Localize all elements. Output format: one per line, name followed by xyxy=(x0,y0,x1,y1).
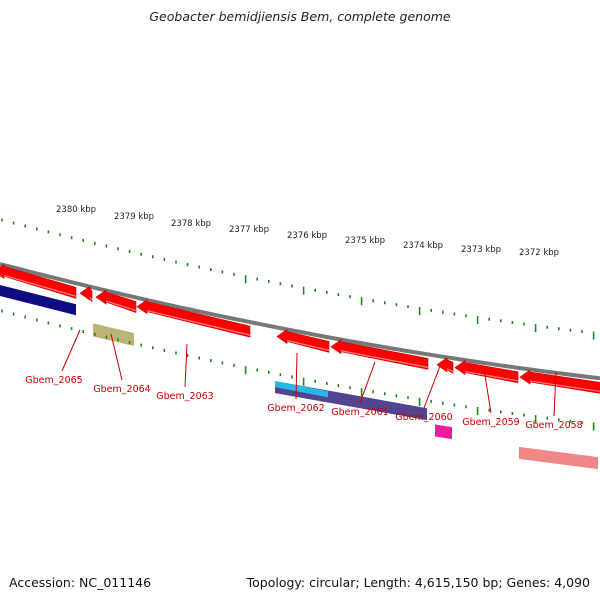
gene-arrow-shade xyxy=(3,274,77,297)
gene-label: Gbem_2062 xyxy=(267,403,324,414)
genome-summary: Topology: circular; Length: 4,615,150 bp… xyxy=(246,575,590,590)
gene-label-leader xyxy=(359,361,376,404)
scale-label: 2379 kbp xyxy=(114,212,154,222)
gene-arrow xyxy=(79,285,93,303)
gene-label: Gbem_2059 xyxy=(462,417,519,428)
gene-arrow-shade xyxy=(286,339,330,351)
gene-label: Gbem_2060 xyxy=(395,412,452,423)
scale-labels: 2380 kbp 2379 kbp 2378 kbp 2377 kbp 2376 kbp… xyxy=(56,205,559,258)
scale-label: 2380 kbp xyxy=(56,205,96,215)
gene-arrow-shade xyxy=(146,310,251,336)
annotation-bar xyxy=(519,446,598,470)
gene-arrow xyxy=(436,357,454,374)
scale-label: 2377 kbp xyxy=(229,225,269,235)
gene-label-leader xyxy=(110,333,123,381)
map-title: Geobacter bemidjiensis Bem, complete gen… xyxy=(149,9,451,24)
gene-labels: Gbem_2065 Gbem_2064 Gbem_2063 Gbem_2062 Gbem… xyxy=(25,329,583,431)
annotation-bar xyxy=(0,284,76,316)
scale-label: 2378 kbp xyxy=(171,219,211,229)
gene-arrow xyxy=(454,360,519,384)
gene-label: Gbem_2058 xyxy=(525,420,582,431)
gene-label: Gbem_2065 xyxy=(25,375,82,386)
gene-label: Gbem_2064 xyxy=(93,384,150,395)
inner-scale-ticks xyxy=(1,309,595,431)
gene-label-leader xyxy=(553,371,557,417)
genome-backbone xyxy=(0,262,600,381)
annotation-bar xyxy=(275,381,328,398)
scale-label: 2376 kbp xyxy=(287,231,327,241)
gene-label-leader xyxy=(483,368,492,414)
gene-label-leader xyxy=(184,343,188,388)
gene-label-leader xyxy=(295,352,298,400)
gene-label-leader xyxy=(61,329,81,372)
scale-label: 2375 kbp xyxy=(345,236,385,246)
gene-arrow-shade xyxy=(446,368,454,372)
gene-label: Gbem_2061 xyxy=(331,407,388,418)
outer-scale-ticks xyxy=(1,218,595,340)
accession-label: Accession: NC_011146 xyxy=(9,575,152,590)
gene-label-leader xyxy=(423,365,441,409)
gene-arrow-shade xyxy=(105,300,137,312)
gene-arrow-shade xyxy=(340,350,429,368)
gene-arrow-shade xyxy=(529,380,600,392)
gene-label: Gbem_2063 xyxy=(156,391,213,402)
annotation-bar xyxy=(435,424,452,440)
scale-label: 2372 kbp xyxy=(519,248,559,258)
gene-arrow xyxy=(136,299,251,338)
scale-label: 2374 kbp xyxy=(403,241,443,251)
gene-arrow xyxy=(276,328,330,353)
annotation-bar xyxy=(93,323,134,346)
gene-arrow xyxy=(330,339,429,370)
gene-arrow-shade xyxy=(464,371,519,382)
feature-track xyxy=(0,263,600,470)
gene-arrow xyxy=(519,369,600,394)
gene-arrow-shade xyxy=(89,296,93,301)
gene-arrow xyxy=(0,263,77,299)
scale-label: 2373 kbp xyxy=(461,245,501,255)
